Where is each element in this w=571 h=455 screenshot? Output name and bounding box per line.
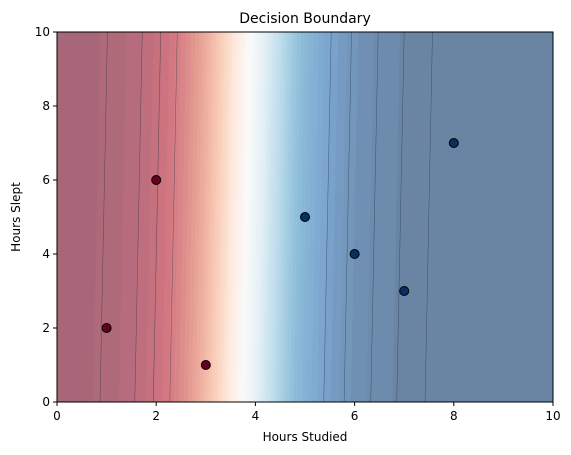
contour-band bbox=[202, 32, 214, 402]
data-point bbox=[349, 249, 360, 259]
contour-band bbox=[293, 32, 306, 402]
contour-line bbox=[370, 32, 379, 402]
contour-band bbox=[242, 32, 254, 402]
data-point bbox=[200, 360, 211, 370]
data-point bbox=[101, 323, 112, 333]
y-tick-label: 8 bbox=[42, 99, 50, 113]
contour-band bbox=[205, 32, 217, 402]
contour-band bbox=[92, 32, 128, 402]
contour-line bbox=[169, 32, 178, 402]
contour-band bbox=[262, 32, 274, 402]
y-tick-label: 2 bbox=[42, 321, 50, 335]
contour-band bbox=[392, 32, 553, 402]
chart-title: Decision Boundary bbox=[239, 11, 370, 27]
contour-band bbox=[317, 32, 332, 402]
contour-band bbox=[366, 32, 401, 402]
contour-band bbox=[178, 32, 192, 402]
y-tick-label: 0 bbox=[42, 395, 50, 409]
contour-line bbox=[343, 32, 352, 402]
contour-band bbox=[283, 32, 295, 402]
y-axis-ticks: 0 2 4 6 8 10 bbox=[35, 25, 57, 409]
contour-band bbox=[265, 32, 277, 402]
contour-band bbox=[255, 32, 266, 402]
data-point bbox=[448, 138, 459, 148]
contour-band bbox=[161, 32, 177, 402]
x-tick-label: 0 bbox=[53, 409, 61, 423]
contour-band bbox=[286, 32, 298, 402]
contour-band bbox=[306, 32, 320, 402]
y-tick-label: 4 bbox=[42, 247, 50, 261]
contour-band bbox=[198, 32, 211, 402]
contour-band bbox=[273, 32, 285, 402]
contour-band bbox=[268, 32, 279, 402]
contour-line bbox=[323, 32, 332, 402]
contour-band bbox=[145, 32, 163, 402]
contour-band bbox=[214, 32, 226, 402]
contour-band bbox=[208, 32, 220, 402]
contour-band bbox=[270, 32, 282, 402]
plot-frame bbox=[56, 31, 554, 403]
contour-band bbox=[187, 32, 200, 402]
contour-band bbox=[330, 32, 348, 402]
x-tick-label: 6 bbox=[351, 409, 359, 423]
y-axis-label: Hours Slept bbox=[9, 182, 23, 252]
contour-band bbox=[154, 32, 171, 402]
contour-band bbox=[227, 32, 239, 402]
contour-band bbox=[217, 32, 228, 402]
contour-band bbox=[252, 32, 264, 402]
y-tick-label: 6 bbox=[42, 173, 50, 187]
contour-band bbox=[222, 32, 234, 402]
x-tick-label: 8 bbox=[450, 409, 458, 423]
contour-band bbox=[260, 32, 271, 402]
contour-band bbox=[289, 32, 302, 402]
contour-band bbox=[250, 32, 261, 402]
contour-line bbox=[153, 32, 161, 402]
contour-band bbox=[279, 32, 292, 402]
contour-band bbox=[276, 32, 288, 402]
contour-band bbox=[191, 32, 204, 402]
contour-band bbox=[339, 32, 359, 402]
contour-line bbox=[134, 32, 143, 402]
contour-band bbox=[311, 32, 326, 402]
x-tick-label: 10 bbox=[545, 409, 560, 423]
data-point bbox=[151, 175, 162, 185]
contour-band bbox=[257, 32, 269, 402]
contour-band bbox=[219, 32, 231, 402]
contour-band bbox=[235, 32, 246, 402]
data-point bbox=[300, 212, 310, 222]
contour-line bbox=[424, 32, 433, 402]
contour-band bbox=[230, 32, 241, 402]
contour-band bbox=[211, 32, 223, 402]
contour-line bbox=[99, 32, 108, 402]
data-points bbox=[101, 138, 459, 370]
contour-band bbox=[247, 32, 259, 402]
contour-band bbox=[225, 32, 236, 402]
x-axis-label: Hours Studied bbox=[263, 430, 348, 444]
x-axis-ticks: 0 2 4 6 8 10 bbox=[53, 402, 561, 423]
contour-band bbox=[237, 32, 249, 402]
x-tick-label: 4 bbox=[252, 409, 260, 423]
contour-band bbox=[245, 32, 256, 402]
contour-band bbox=[183, 32, 196, 402]
data-point bbox=[399, 286, 410, 296]
x-tick-label: 2 bbox=[152, 409, 160, 423]
contour-line bbox=[396, 32, 405, 402]
y-tick-label: 10 bbox=[35, 25, 50, 39]
contour-band bbox=[195, 32, 208, 402]
contour-band bbox=[173, 32, 188, 402]
contour-band bbox=[57, 32, 101, 402]
contour-band bbox=[232, 32, 244, 402]
contour-band bbox=[240, 32, 251, 402]
contour-background bbox=[57, 32, 553, 402]
